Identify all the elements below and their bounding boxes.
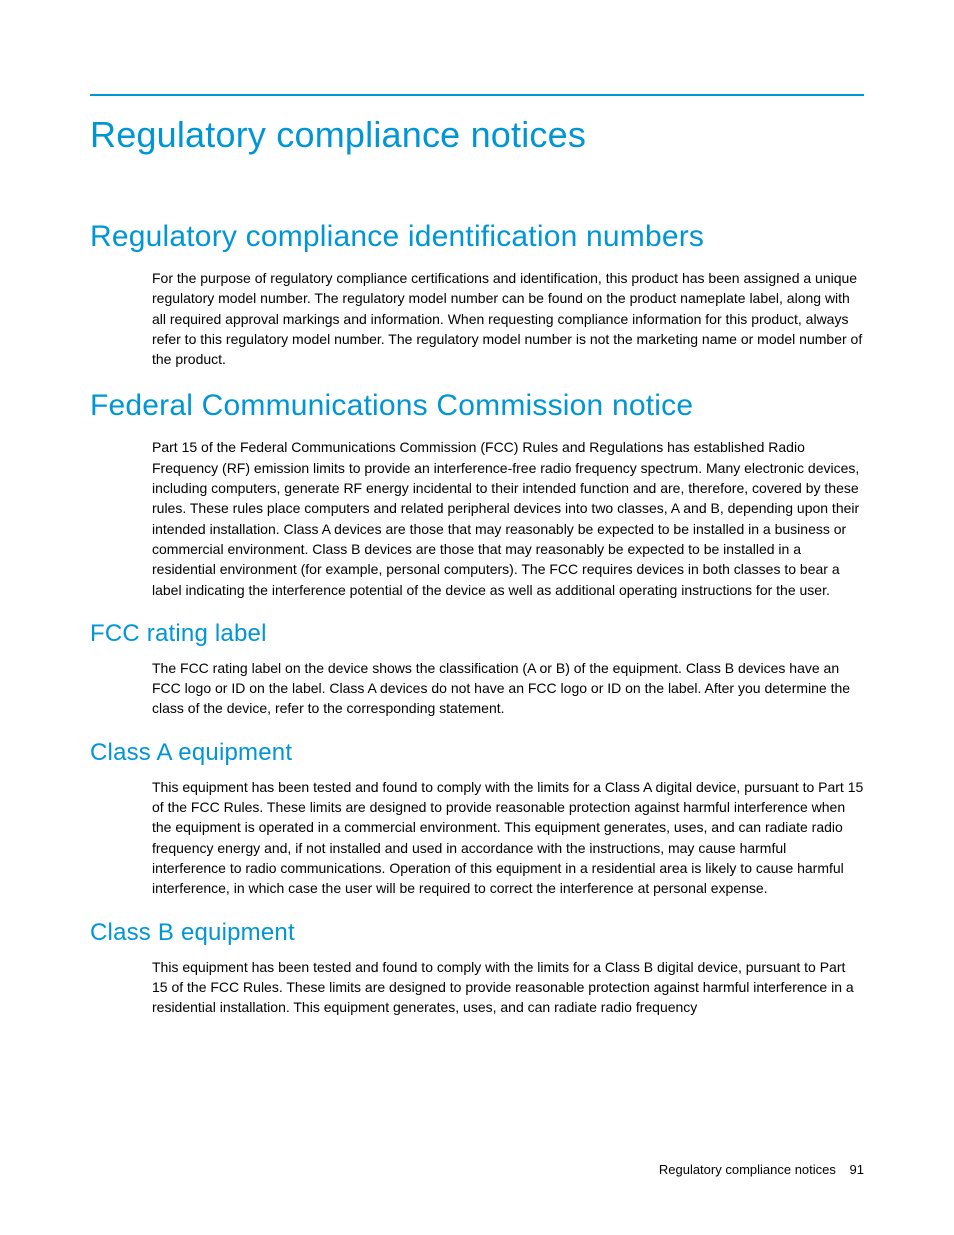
section-heading-class-b: Class B equipment (90, 919, 864, 947)
section-body-fcc-notice: Part 15 of the Federal Communications Co… (152, 437, 864, 599)
footer-label: Regulatory compliance notices (659, 1162, 836, 1177)
page-container: Regulatory compliance notices Regulatory… (0, 0, 954, 1017)
footer-page-number: 91 (850, 1162, 864, 1177)
section-body-class-b: This equipment has been tested and found… (152, 957, 864, 1018)
section-body-regulatory-id: For the purpose of regulatory compliance… (152, 268, 864, 369)
page-footer: Regulatory compliance notices 91 (659, 1162, 864, 1177)
top-rule (90, 94, 864, 96)
section-body-class-a: This equipment has been tested and found… (152, 777, 864, 899)
section-body-fcc-rating-label: The FCC rating label on the device shows… (152, 658, 864, 719)
section-heading-fcc-notice: Federal Communications Commission notice (90, 389, 864, 423)
section-heading-regulatory-id: Regulatory compliance identification num… (90, 220, 864, 254)
section-heading-class-a: Class A equipment (90, 739, 864, 767)
section-heading-fcc-rating-label: FCC rating label (90, 620, 864, 648)
page-title: Regulatory compliance notices (90, 114, 864, 156)
